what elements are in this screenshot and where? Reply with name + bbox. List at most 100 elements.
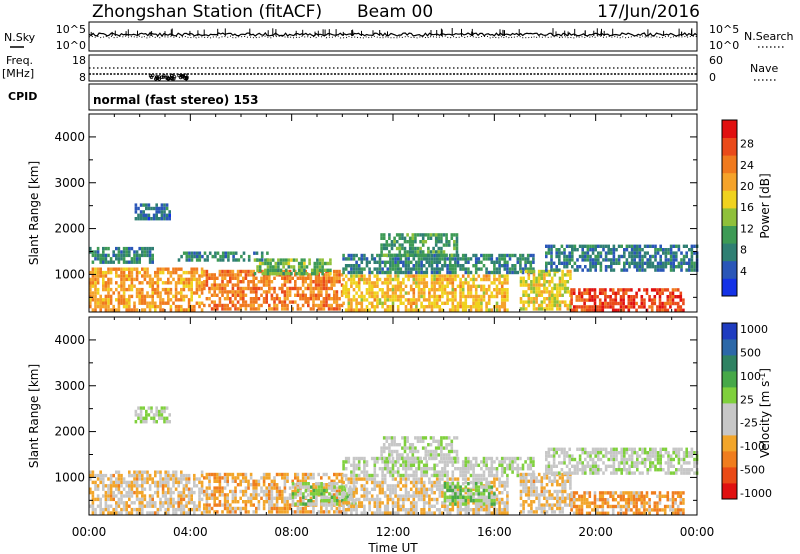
heatmap-cell [107, 308, 110, 312]
heatmap-cell [164, 501, 167, 505]
heatmap-cell [409, 463, 413, 467]
heatmap-cell [672, 258, 675, 262]
heatmap-cell [563, 248, 566, 252]
heatmap-cell [312, 492, 316, 496]
heatmap-cell [109, 494, 113, 498]
heatmap-cell [174, 507, 178, 512]
heatmap-cell [227, 254, 230, 259]
heatmap-cell [138, 253, 141, 258]
heatmap-cell [180, 291, 183, 295]
heatmap-cell [530, 506, 533, 511]
heatmap-cell [117, 487, 121, 491]
heatmap-cell [168, 213, 171, 217]
heatmap-cell [333, 269, 336, 274]
heatmap-cell [231, 472, 235, 477]
heatmap-cell [198, 281, 201, 285]
heatmap-cell [158, 210, 161, 214]
heatmap-cell [342, 494, 345, 498]
heatmap-cell [615, 248, 618, 252]
heatmap-cell [122, 281, 126, 285]
heatmap-cell [386, 494, 390, 498]
heatmap-cell [474, 477, 478, 481]
heatmap-cell [312, 290, 315, 294]
heatmap-cell [435, 470, 439, 474]
heatmap-cell [394, 470, 397, 474]
heatmap-cell [464, 473, 468, 478]
heatmap-cell [548, 273, 551, 277]
heatmap-cell [604, 254, 608, 259]
heatmap-cell [513, 467, 517, 471]
heatmap-cell [556, 307, 559, 311]
heatmap-cell [425, 494, 429, 498]
heatmap-cell [635, 308, 638, 312]
heatmap-cell [174, 501, 178, 505]
heatmap-cell [94, 304, 97, 309]
heatmap-cell [258, 265, 262, 269]
heatmap-cell [578, 298, 581, 302]
heatmap-cell [159, 298, 162, 302]
heatmap-cell [530, 483, 533, 487]
heatmap-cell [146, 253, 149, 258]
heatmap-cell [177, 291, 180, 295]
heatmap-cell [394, 504, 397, 508]
heatmap-cell [305, 265, 309, 269]
heatmap-cell [231, 290, 235, 294]
heatmap-cell [407, 264, 410, 268]
heatmap-cell [391, 298, 395, 302]
heatmap-cell [231, 496, 235, 500]
heatmap-cell [482, 274, 486, 278]
heatmap-cell [185, 494, 188, 498]
heatmap-cell [524, 500, 528, 504]
heatmap-cell [213, 273, 216, 277]
heatmap-cell [532, 489, 536, 494]
heatmap-cell [262, 506, 266, 511]
heatmap-cell [185, 294, 188, 299]
heatmap-cell [335, 496, 339, 500]
heatmap-cell [454, 267, 457, 271]
heatmap-cell [612, 251, 616, 255]
heatmap-cell [563, 251, 566, 255]
heatmap-cell [303, 272, 306, 276]
heatmap-cell [340, 290, 344, 294]
heatmap-cell [135, 308, 139, 312]
heatmap-cell [649, 261, 652, 265]
heatmap-cell [112, 267, 115, 271]
heatmap-cell [428, 511, 431, 515]
heatmap-cell [467, 288, 470, 292]
heatmap-cell [115, 501, 118, 505]
heatmap-cell [142, 420, 145, 424]
heatmap-cell [558, 280, 562, 284]
heatmap-cell [159, 473, 162, 478]
heatmap-cell [633, 258, 636, 262]
heatmap-cell [690, 248, 694, 252]
heatmap-cell [99, 477, 102, 481]
heatmap-cell [589, 244, 592, 248]
heatmap-cell [262, 503, 266, 507]
heatmap-cell [117, 477, 121, 481]
heatmap-cell [659, 244, 662, 248]
heatmap-cell [227, 251, 230, 255]
heatmap-cell [570, 301, 573, 306]
heatmap-cell [385, 246, 389, 251]
heatmap-cell [146, 504, 149, 508]
heatmap-cell [247, 254, 251, 259]
heatmap-cell [495, 473, 499, 478]
heatmap-cell [477, 499, 481, 503]
heatmap-cell [619, 301, 623, 306]
heatmap-cell [555, 248, 558, 252]
heatmap-cell [145, 409, 148, 414]
heatmap-cell [198, 277, 201, 282]
heatmap-cell [163, 406, 166, 410]
heatmap-cell [456, 497, 460, 502]
heatmap-cell [151, 291, 154, 295]
heatmap-cell [640, 301, 644, 306]
heatmap-cell [216, 486, 219, 490]
heatmap-cell [350, 473, 353, 478]
heatmap-cell [193, 507, 196, 512]
heatmap-cell [487, 294, 491, 299]
heatmap-cell [138, 294, 141, 299]
heatmap-cell [623, 268, 626, 272]
heatmap-cell [399, 257, 403, 261]
heatmap-cell [508, 467, 512, 471]
heatmap-cell [480, 294, 483, 299]
